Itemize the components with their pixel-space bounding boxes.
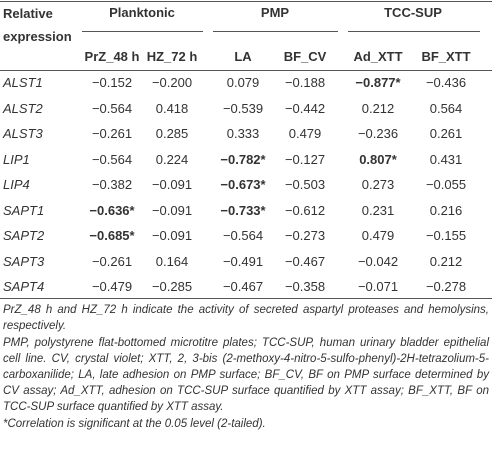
column-header: PrZ_48 h (84, 49, 140, 64)
gene-name: ALST2 (3, 100, 43, 116)
cell-value: 0.164 (155, 253, 189, 269)
cell-value: −0.467 (222, 279, 264, 294)
cell-value: −0.564 (222, 228, 264, 243)
cell-value: −0.273 (284, 228, 326, 243)
cell-value: 0.212 (361, 100, 395, 116)
cell-value: 0.479 (361, 228, 395, 243)
column-header: BF_CV (283, 49, 327, 64)
cell-value: 0.212 (429, 253, 463, 269)
cell-value: −0.467 (284, 253, 326, 269)
gene-name: ALST1 (3, 75, 43, 90)
cell-value: −0.564 (91, 151, 133, 167)
cell-value: −0.358 (284, 279, 326, 294)
corner-header: Relative expression (3, 6, 72, 44)
group-header: TCC-SUP (384, 5, 442, 20)
cell-value: 0.273 (361, 177, 395, 192)
cell-value: −0.155 (425, 228, 467, 243)
footnote: PrZ_48 h and HZ_72 h indicate the activi… (3, 304, 489, 332)
cell-value: −0.685* (89, 228, 135, 243)
cell-value: −0.188 (284, 75, 326, 90)
cell-value: 0.479 (288, 126, 322, 141)
cell-value: 0.261 (429, 126, 463, 141)
gene-name: SAPT2 (3, 228, 45, 243)
cell-value: −0.479 (91, 279, 133, 294)
cell-value: −0.127 (284, 151, 326, 167)
cell-value: −0.436 (425, 75, 467, 90)
cell-value: −0.491 (222, 253, 264, 269)
cell-value: 0.564 (429, 100, 463, 116)
gene-name: ALST3 (3, 126, 43, 141)
column-header: BF_XTT (421, 49, 471, 64)
cell-value: −0.877* (355, 75, 401, 90)
cell-value: −0.673* (220, 177, 266, 192)
column-header: Ad_XTT (353, 49, 403, 64)
footnote: PMP, polystyrene flat-bottomed microtitr… (3, 337, 489, 413)
footnote: *Correlation is significant at the 0.05 … (3, 418, 266, 430)
gene-name: SAPT1 (3, 202, 45, 218)
gene-name: SAPT4 (3, 279, 45, 294)
column-header: LA (234, 49, 252, 64)
cell-value: −0.733* (220, 202, 266, 218)
cell-value: −0.091 (151, 177, 193, 192)
cell-value: 0.285 (155, 126, 189, 141)
gene-name: LIP1 (3, 151, 30, 167)
cell-value: −0.285 (151, 279, 193, 294)
header-rule (0, 70, 492, 71)
cell-value: −0.236 (357, 126, 399, 141)
cell-value: −0.382 (91, 177, 133, 192)
cell-value: −0.055 (425, 177, 467, 192)
cell-value: −0.636* (89, 202, 135, 218)
cell-value: −0.261 (91, 126, 133, 141)
bottom-rule (0, 298, 492, 299)
cell-value: 0.431 (429, 151, 463, 167)
cell-value: −0.503 (284, 177, 326, 192)
cell-value: 0.333 (226, 126, 260, 141)
group-header: PMP (260, 5, 290, 20)
cell-value: −0.152 (91, 75, 133, 90)
footnotes: PrZ_48 h and HZ_72 h indicate the activi… (3, 302, 489, 433)
cell-value: −0.612 (284, 202, 326, 218)
group-header: Planktonic (109, 5, 175, 20)
cell-value: −0.539 (222, 100, 264, 116)
cell-value: −0.042 (357, 253, 399, 269)
cell-value: 0.224 (155, 151, 189, 167)
group-rule (348, 31, 480, 32)
group-rule (213, 31, 338, 32)
cell-value: −0.782* (220, 151, 266, 167)
cell-value: −0.071 (357, 279, 399, 294)
cell-value: −0.200 (151, 75, 193, 90)
cell-value: 0.216 (429, 202, 463, 218)
gene-name: SAPT3 (3, 253, 45, 269)
cell-value: −0.442 (284, 100, 326, 116)
cell-value: 0.231 (361, 202, 395, 218)
cell-value: −0.091 (151, 228, 193, 243)
cell-value: 0.079 (226, 75, 260, 90)
group-rule (82, 31, 203, 32)
gene-name: LIP4 (3, 177, 30, 192)
cell-value: −0.278 (425, 279, 467, 294)
cell-value: −0.564 (91, 100, 133, 116)
column-header: HZ_72 h (146, 49, 198, 64)
cell-value: −0.091 (151, 202, 193, 218)
cell-value: 0.418 (155, 100, 189, 116)
cell-value: −0.261 (91, 253, 133, 269)
top-rule (0, 1, 492, 2)
cell-value: 0.807* (359, 151, 397, 167)
